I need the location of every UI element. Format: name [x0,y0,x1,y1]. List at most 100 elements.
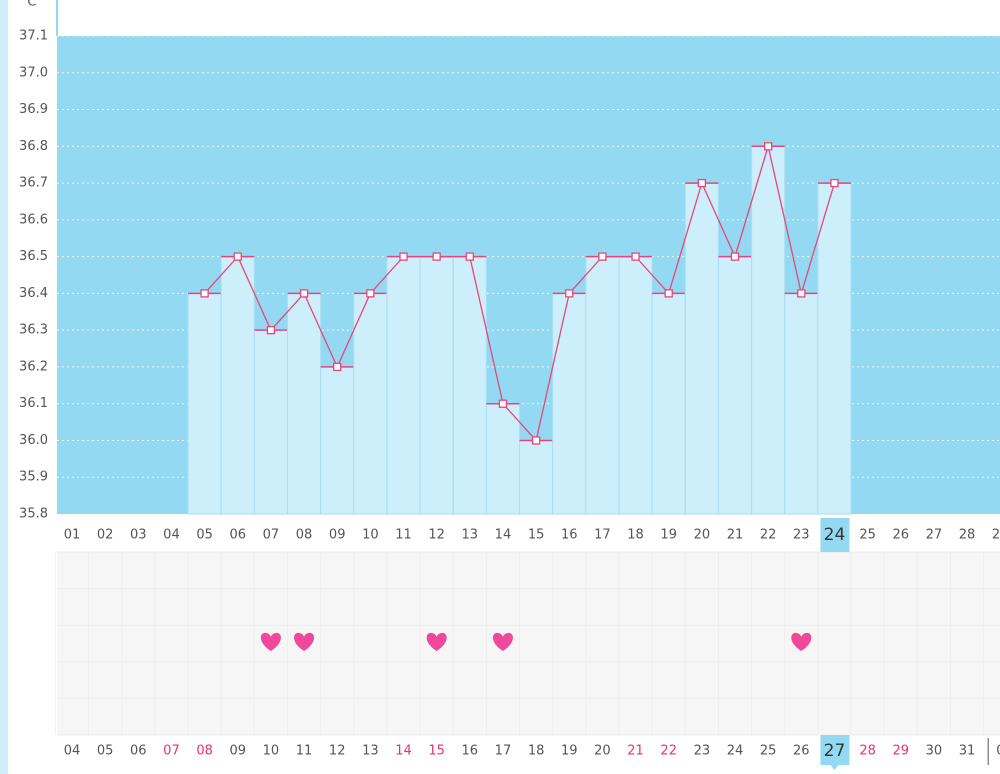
y-tick-label: 36.5 [19,249,48,264]
y-tick-label: 36.8 [19,139,48,154]
x-tick-label: 13 [462,528,479,543]
bar [353,292,388,515]
temp-line [204,143,836,442]
heart-icon [260,632,281,651]
bar [717,256,753,515]
x-tick-label: 20 [694,528,711,543]
y-tick-label: 36.1 [19,396,48,411]
x-tick-label: 19 [660,528,677,543]
x-tick-label: 12 [428,528,445,543]
date-label: 04 [64,744,81,759]
heart-icon [791,632,812,651]
x-tick-label: 25 [859,528,876,543]
point-marker [299,289,309,298]
date-label: 08 [196,744,213,759]
x-tick-label: 15 [528,528,545,543]
x-tick-label: 28 [959,528,976,543]
bar [452,256,487,515]
date-label: 12 [329,744,346,759]
point-marker [366,289,375,298]
bar [684,182,719,515]
y-tick-label: 36.2 [19,359,48,374]
unit-label: ℃ [22,0,37,10]
x-tick-label: 23 [793,528,810,543]
x-tick-label: 29 [992,528,1000,543]
heart-icon [426,632,447,651]
date-label: 26 [793,744,810,759]
date-label: 16 [462,744,479,759]
selected-caret [830,765,839,770]
date-label: 06 [130,744,147,759]
bar [286,292,322,515]
y-tick-label: 37.1 [19,29,48,44]
point-marker [598,252,607,261]
date-label: 09 [229,744,246,759]
bar [585,256,620,515]
point-marker [266,326,276,335]
x-tick-label: 22 [760,528,777,543]
point-marker [830,178,839,188]
bar [651,292,686,515]
x-tick-label: 18 [627,528,644,543]
x-tick-label: 11 [395,528,412,543]
x-tick-label: 02 [97,528,114,543]
y-tick-label: 36.6 [19,212,48,227]
x-tick-label: 03 [130,528,147,543]
date-label: 20 [594,744,611,759]
date-label: 05 [97,744,114,759]
date-label: 25 [760,744,777,759]
bar [552,292,587,515]
x-tick-label: 07 [263,528,280,543]
date-label: 19 [561,744,578,759]
bar [419,256,454,515]
y-tick-label: 36.9 [19,102,48,117]
point-marker [432,252,441,261]
bar [253,329,288,515]
x-tick-label: 06 [229,528,246,543]
x-tick-label: 16 [561,528,578,543]
point-marker [200,289,209,298]
date-label: 14 [395,744,412,759]
point-marker [399,252,408,261]
bar [618,256,653,515]
x-tick-label: 04 [163,528,180,543]
x-tick-label: 10 [362,528,379,543]
date-label: 15 [428,744,445,759]
heart-icon [294,632,315,651]
bar [485,403,521,515]
bar [187,292,222,515]
y-tick-label: 35.9 [19,470,48,485]
x-tick-label: 09 [329,528,346,543]
date-label: 31 [959,744,976,759]
point-marker [764,142,773,151]
bar [220,256,255,515]
point-marker [797,289,806,298]
y-tick-label: 35.8 [19,507,48,522]
point-marker [730,252,740,261]
marker-row-bg [57,552,1000,735]
point-marker [233,252,242,261]
date-label: 29 [892,744,909,759]
date-label: 07 [163,744,180,759]
point-marker [664,289,673,298]
x-tick-label: 24 [824,525,846,545]
date-label: 28 [859,744,876,759]
date-label: 11 [296,744,313,759]
selected-date-bg [820,735,850,765]
date-label: 17 [495,744,512,759]
date-label: 21 [627,744,644,759]
date-label: 27 [824,741,846,761]
bar [751,145,786,515]
x-tick-label: 14 [495,528,512,543]
x-tick-label: 21 [727,528,744,543]
point-marker [631,252,640,261]
heart-icon [492,632,513,651]
date-label: 23 [694,744,711,759]
selected-day-bg [820,518,850,552]
point-marker [565,289,574,298]
bar [320,366,355,515]
x-tick-label: 08 [296,528,313,543]
date-label: 13 [362,744,379,759]
y-tick-label: 36.3 [19,323,48,338]
